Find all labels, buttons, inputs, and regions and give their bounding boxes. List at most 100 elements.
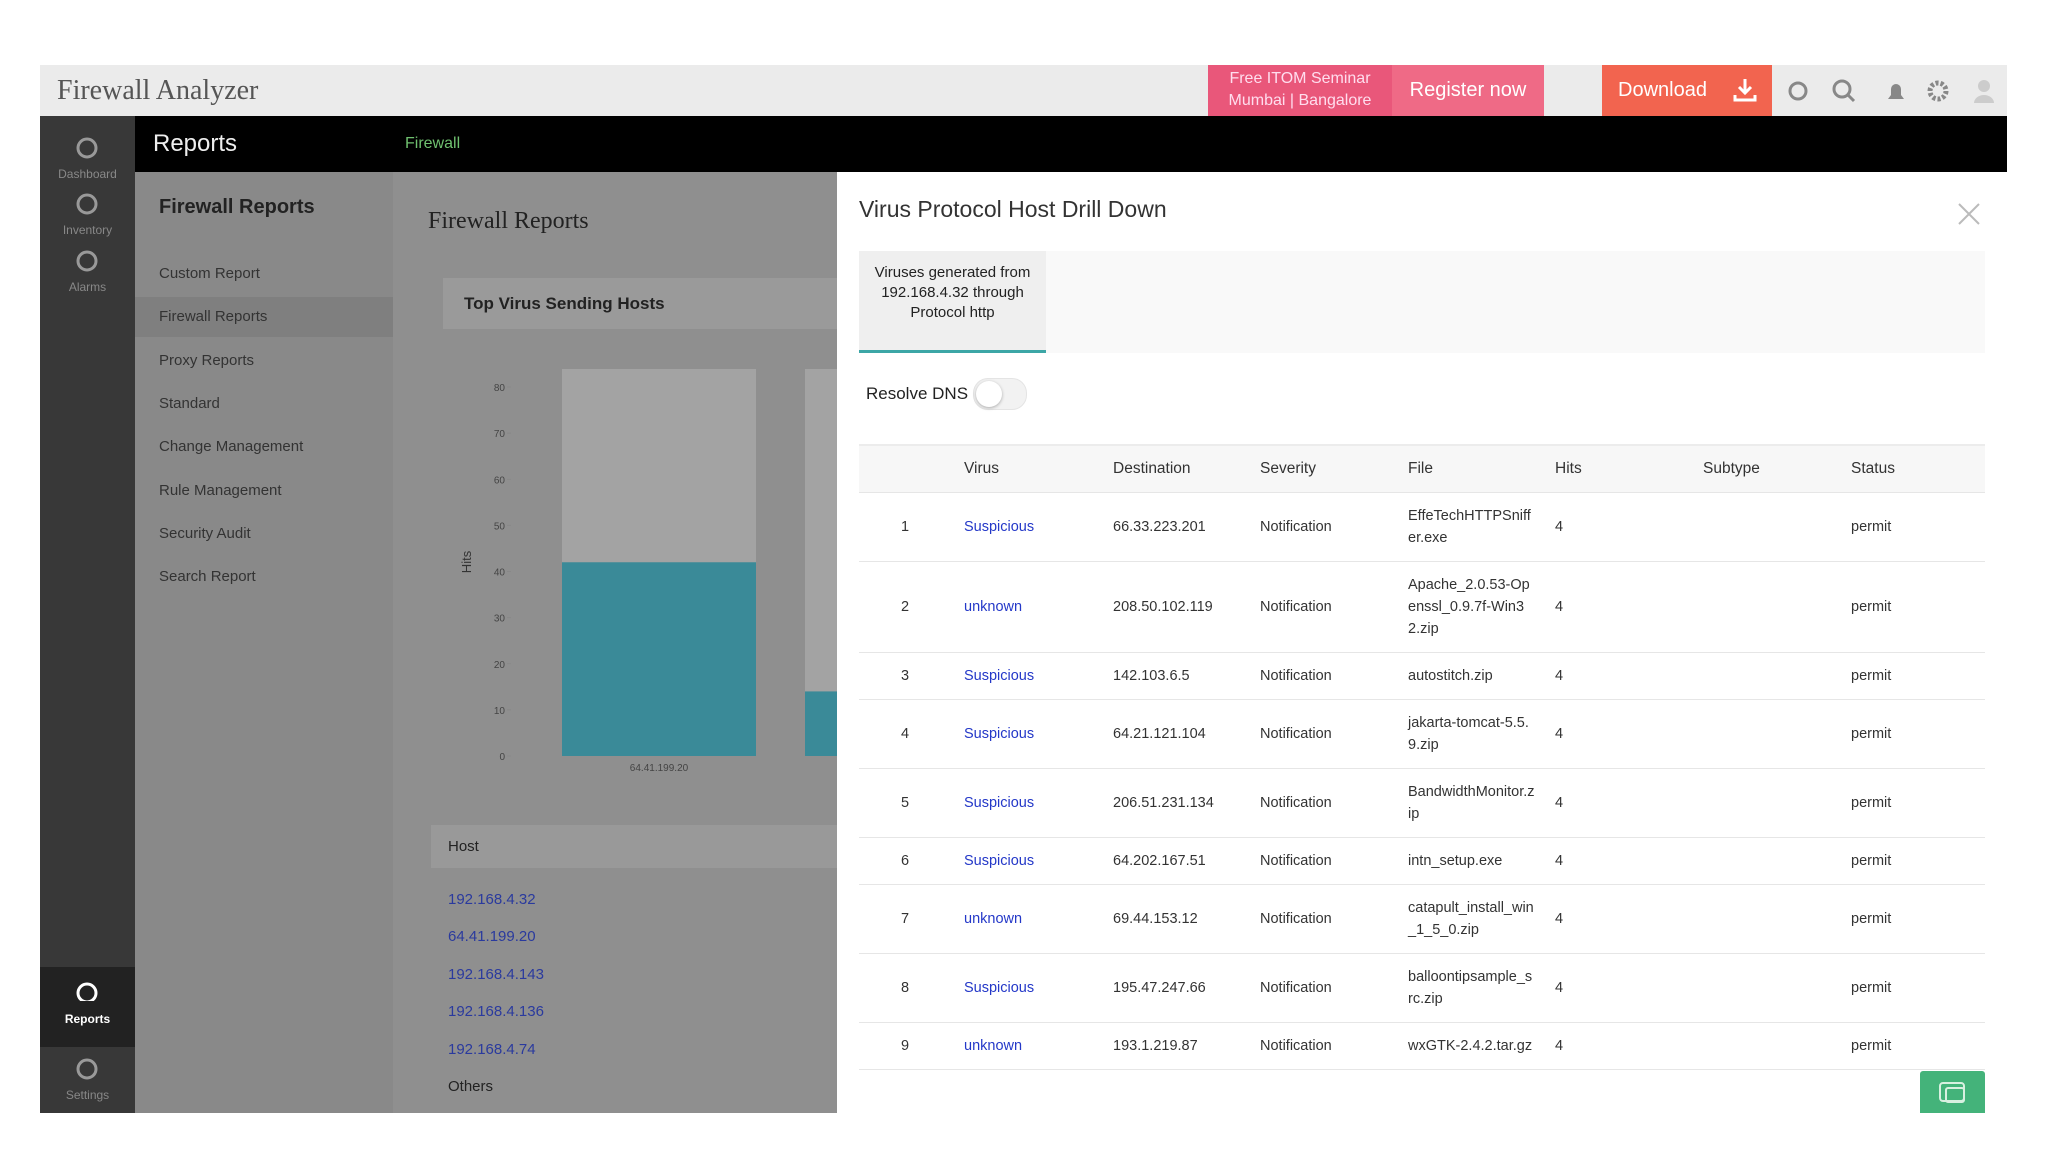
cell: 193.1.219.87 <box>1113 1038 1198 1054</box>
download-label: Download <box>1618 79 1707 101</box>
virus-link[interactable]: unknown <box>964 911 1023 927</box>
cell: 69.44.153.12 <box>1113 911 1198 927</box>
virus-link[interactable]: Suspicious <box>964 853 1035 869</box>
y-tick-label: 20 <box>494 660 506 671</box>
cell: 5 <box>900 795 910 811</box>
cell: 8 <box>900 980 910 996</box>
nav-item[interactable]: Inventory <box>40 186 135 248</box>
toolbar-icons <box>1788 79 1994 103</box>
table-row: 7 unknown 69.44.153.12 Notification catapult… <box>859 885 1985 954</box>
resolve-dns-toggle[interactable] <box>973 378 1027 410</box>
host-link[interactable]: 192.168.4.143 <box>448 965 544 983</box>
user-icon[interactable] <box>1978 80 1990 92</box>
virus-link[interactable]: Suspicious <box>964 668 1035 684</box>
submenu-item[interactable]: Security Audit <box>159 524 251 542</box>
cell: 4 <box>1555 980 1564 996</box>
submenu-item[interactable]: Search Report <box>159 568 256 586</box>
bar <box>562 562 756 756</box>
chat-button[interactable] <box>1920 1071 1985 1113</box>
cell: Notification <box>1260 519 1332 535</box>
cell: permit <box>1851 599 1892 615</box>
submenu-item[interactable]: Proxy Reports <box>159 351 255 369</box>
submenu-item[interactable]: Change Management <box>159 438 304 456</box>
cell: 64.21.121.104 <box>1113 726 1206 742</box>
table-row: 8 Suspicious 195.47.247.66 Notification ball… <box>859 954 1985 1023</box>
cell: 4 <box>1555 599 1564 615</box>
submenu-item[interactable]: Rule Management <box>159 481 282 499</box>
tab-band <box>859 251 1985 353</box>
file-cell: catapult_install_win_1_5_0.zip <box>1408 900 1534 938</box>
nav-icon-shape <box>76 193 98 215</box>
file-cell: autostitch.zip <box>1408 668 1493 684</box>
cell: permit <box>1851 668 1892 684</box>
nav-icon <box>76 1058 98 1080</box>
tab[interactable]: Viruses generated from 192.168.4.32 thro… <box>859 251 1046 353</box>
cell: permit <box>1851 853 1892 869</box>
virus-link[interactable]: Suspicious <box>964 980 1035 996</box>
cell: 2 <box>900 599 910 615</box>
submenu-item[interactable]: Custom Report <box>159 265 260 282</box>
column-header: File <box>1408 460 1433 477</box>
host-link[interactable]: 192.168.4.32 <box>448 891 536 908</box>
virus-link[interactable]: unknown <box>964 599 1023 615</box>
nav-icon <box>76 982 98 1004</box>
y-axis-label: Hits <box>459 550 474 573</box>
column-header: Status <box>1851 460 1895 477</box>
report-title: Firewall Reports <box>428 208 589 234</box>
sidebar: Dashboard Inventory Alarms Reports Settings <box>40 116 135 1113</box>
submenu-item[interactable]: Firewall Reports <box>135 297 393 338</box>
host-link[interactable]: 192.168.4.136 <box>448 1003 544 1021</box>
seminar-banner[interactable]: Free ITOM Seminar Mumbai | Bangalore <box>1208 65 1392 116</box>
cell: permit <box>1851 726 1892 742</box>
nav-item[interactable]: Dashboard <box>40 130 135 192</box>
search-icon[interactable] <box>1832 79 1852 99</box>
bell-icon[interactable] <box>1888 84 1904 99</box>
virus-link[interactable]: Suspicious <box>964 519 1035 535</box>
submenu-title: Firewall Reports <box>159 196 315 218</box>
toggle-knob <box>976 381 1002 407</box>
cell: permit <box>1851 980 1892 996</box>
virus-link[interactable]: Suspicious <box>964 795 1035 811</box>
virus-link[interactable]: unknown <box>964 1038 1023 1054</box>
nav-item[interactable]: Reports <box>40 967 135 1047</box>
nav-item[interactable]: Settings <box>40 1051 135 1113</box>
host-header-label: Host <box>448 838 479 855</box>
host-link[interactable]: 192.168.4.74 <box>448 1040 536 1058</box>
breadcrumb[interactable]: Firewall <box>405 135 461 152</box>
y-tick-label: 80 <box>494 383 506 394</box>
cell: 195.47.247.66 <box>1113 980 1206 996</box>
column-header: Hits <box>1555 460 1582 477</box>
table-row: 9 unknown 193.1.219.87 Notification wxGTK-2.… <box>859 1023 1985 1070</box>
register-button[interactable]: Register now <box>1392 65 1544 116</box>
nav-label: Inventory <box>62 223 113 237</box>
download-button[interactable]: Download <box>1602 65 1772 116</box>
cell: 66.33.223.201 <box>1113 519 1206 535</box>
cell: 4 <box>1555 911 1564 927</box>
cell: permit <box>1851 519 1892 535</box>
nav-item[interactable]: Alarms <box>40 243 135 305</box>
cell: 142.103.6.5 <box>1113 668 1190 684</box>
y-tick-label: 50 <box>494 521 506 532</box>
cell: Notification <box>1260 795 1332 811</box>
host-link: Others <box>448 1078 494 1095</box>
drilldown-panel: Virus Protocol Host Drill Down Viruses g… <box>837 172 2007 1113</box>
virus-link[interactable]: Suspicious <box>964 726 1035 742</box>
y-tick-label: 10 <box>494 706 506 717</box>
chart: 0 10 20 30 40 50 60 70 80 Hits 64.41.199.20 <box>459 369 837 774</box>
file-cell: BandwidthMonitor.zip <box>1408 784 1535 822</box>
cell: permit <box>1851 795 1892 811</box>
nav-icon-shape <box>76 250 98 272</box>
file-cell: intn_setup.exe <box>1408 853 1503 869</box>
cell: 6 <box>900 853 910 869</box>
sync-icon[interactable] <box>1788 81 1808 101</box>
settings-icon[interactable] <box>1927 80 1949 102</box>
submenu-item[interactable]: Standard <box>159 394 220 412</box>
top-bar: Firewall Analyzer Free ITOM Seminar Mumb… <box>40 65 2007 116</box>
close-button[interactable] <box>1957 202 1981 226</box>
host-header: Host <box>431 825 837 868</box>
download-icon <box>1733 79 1757 102</box>
column-header: Virus <box>964 460 1000 477</box>
host-link[interactable]: 64.41.199.20 <box>448 928 536 946</box>
file-cell: jakarta-tomcat-5.5.9.zip <box>1408 715 1529 753</box>
